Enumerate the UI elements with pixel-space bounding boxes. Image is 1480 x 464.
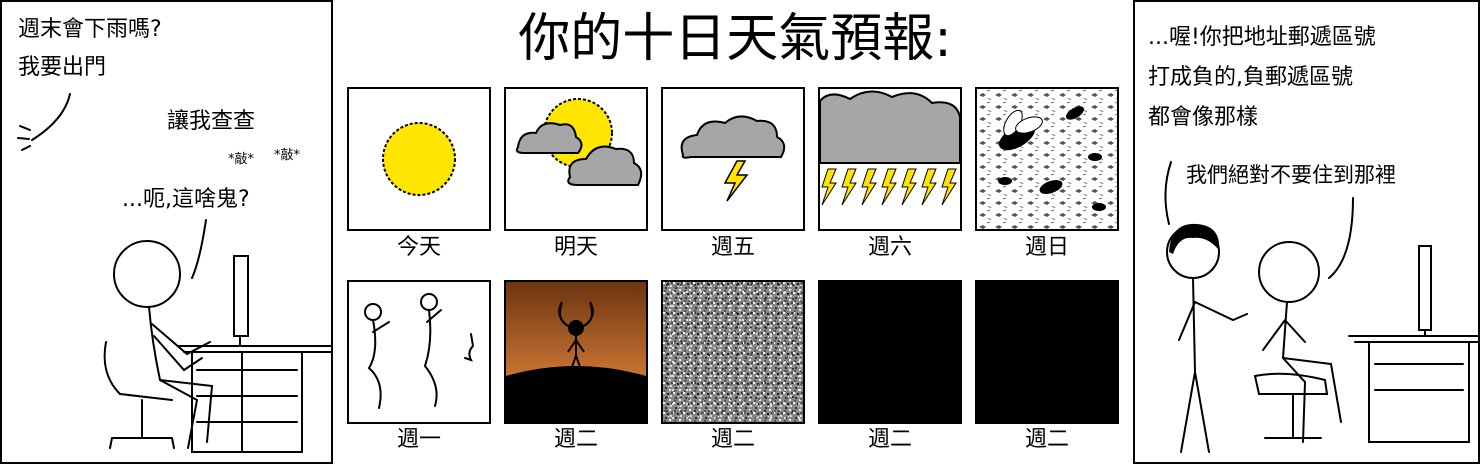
left-comic-panel: 週末會下雨嗎? 我要出門 讓我查查 *敲* *敲* ...呃,這啥鬼? [0,0,333,464]
puzzled-speech: ...呃,這啥鬼? [122,187,250,212]
forecast-label-tuesday-4: 週二 [1024,427,1069,452]
forecast-tile-tomorrow [504,87,648,231]
forecast-tile-tuesday-1 [504,280,648,424]
right-comic-panel: ...喔!你把地址郵遞區號 打成負的,負郵遞區號 都會像那樣 我們絕對不要住到那… [1133,0,1480,464]
thunderstorm-icon [680,115,786,202]
typing-sound-2: *敲* [274,148,301,163]
forecast-tile-monday [347,280,491,424]
explanation-line2: 打成負的,負郵遞區號 [1148,65,1353,90]
forecast-tile-tuesday-2 [661,280,805,424]
explanation-line1: ...喔!你把地址郵遞區號 [1148,25,1376,50]
heavy-lightning-icon [820,90,960,206]
insect-swarm-icon [977,89,1117,229]
sun-icon [382,122,456,196]
person-at-computer-drawing [17,93,331,453]
forecast-tile-saturday [818,87,962,231]
forecast-tile-tuesday-3 [818,280,962,424]
forecast-label-tomorrow: 明天 [553,235,598,260]
forecast-label-tuesday-1: 週二 [553,427,598,452]
static-noise-icon [663,282,803,422]
reply-speech-right: 我們絕對不要住到那裡 [1186,163,1396,187]
forecast-label-today: 今天 [396,235,441,260]
forecast-label-sunday: 週日 [1024,235,1069,260]
forecast-tile-today [347,87,491,231]
typing-sound-1: *敲* [228,152,255,167]
offscreen-question-line1: 週末會下雨嗎? [18,17,162,42]
forecast-tile-sunday [975,87,1119,231]
reply-speech: 讓我查查 [167,109,256,134]
two-people-at-computer-drawing [1164,161,1478,453]
forecast-label-tuesday-3: 週二 [867,427,912,452]
offscreen-question-line2: 我要出門 [18,55,107,80]
forecast-label-monday: 週一 [396,427,441,452]
forecast-label-tuesday-2: 週二 [710,427,755,452]
forecast-tile-friday [661,87,805,231]
forecast-label-friday: 週五 [710,235,755,260]
forecast-label-saturday: 週六 [867,235,912,260]
horned-figure-icon [506,282,646,422]
stick-figures-icon [364,293,474,409]
explanation-line3: 都會像那樣 [1148,105,1259,130]
forecast-tile-tuesday-4 [975,280,1119,424]
forecast-title: 你的十日天氣預報: [518,9,952,69]
partly-cloudy-icon [515,98,643,186]
